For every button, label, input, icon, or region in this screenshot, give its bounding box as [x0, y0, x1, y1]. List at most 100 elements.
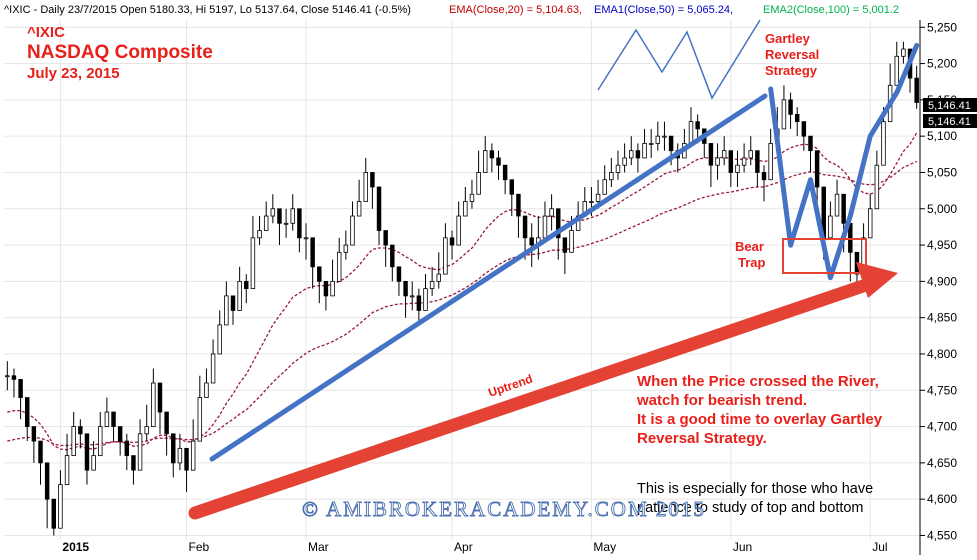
candle-body	[396, 266, 402, 282]
candle-body	[197, 397, 203, 442]
candle	[323, 280, 329, 311]
chart-date: July 23, 2015	[27, 65, 120, 82]
candle	[31, 426, 37, 463]
candle-body	[522, 215, 528, 239]
river-note-4: Reversal Strategy.	[637, 430, 767, 447]
candle	[177, 433, 183, 471]
candle-body	[662, 135, 667, 138]
candle	[350, 201, 355, 246]
candle-body	[635, 150, 641, 159]
candle	[244, 274, 249, 304]
candle	[463, 186, 468, 217]
candle	[828, 201, 833, 239]
candle	[456, 201, 461, 246]
header-symbol: ^IXIC - Daily 23/7/2015 Open 5180.33, Hi…	[4, 4, 411, 16]
candle-body	[151, 382, 156, 427]
candle	[502, 164, 508, 195]
candle	[688, 107, 694, 144]
candle-body	[356, 201, 362, 217]
candle	[5, 361, 10, 391]
candle-body	[257, 230, 262, 239]
gartley-label-2: Reversal	[765, 47, 819, 62]
y-tick-label: 4,900	[927, 274, 957, 288]
candle-body	[131, 455, 136, 471]
candle-body	[841, 193, 846, 224]
uptrend-blue-line	[209, 93, 768, 462]
candle-body	[336, 251, 342, 282]
candle	[489, 143, 495, 173]
candle	[867, 194, 873, 239]
candle-body	[463, 201, 468, 217]
candle	[376, 186, 382, 246]
candle-body	[164, 411, 169, 435]
candle-body	[44, 462, 50, 500]
header-ema50: EMA1(Close,50) = 5,065.24,	[594, 4, 733, 16]
candle	[78, 419, 83, 449]
chart-title: NASDAQ Composite	[27, 42, 213, 63]
uptrend-arrow-shaft	[188, 278, 873, 520]
candle-body	[290, 208, 295, 224]
bear-label-1: Bear	[735, 239, 764, 254]
candle	[768, 128, 773, 181]
candle-body	[230, 295, 236, 311]
candle	[874, 150, 880, 210]
candle	[84, 433, 90, 485]
candle	[343, 230, 349, 260]
patience-note-2: patience to study of top and bottom	[637, 500, 864, 516]
candle-body	[721, 150, 727, 159]
candle	[144, 404, 149, 442]
candle-body	[84, 433, 90, 471]
candle	[781, 85, 787, 130]
candle-body	[728, 150, 734, 173]
y-tick-label: 4,700	[927, 420, 957, 434]
candle-body	[270, 208, 276, 217]
candle	[436, 252, 441, 289]
candle-body	[549, 208, 554, 217]
gartley-schematic-line	[597, 19, 761, 100]
candle-body	[768, 143, 773, 181]
candle-body	[648, 143, 654, 145]
bear-trap-box	[782, 238, 867, 274]
candle-body	[542, 215, 548, 239]
candle-body	[204, 382, 209, 398]
candle	[250, 216, 256, 290]
bear-label-2: Trap	[738, 255, 766, 270]
candle	[721, 136, 727, 166]
candle-body	[190, 440, 196, 471]
candle	[615, 150, 621, 180]
candle	[894, 41, 899, 86]
candle	[542, 201, 548, 239]
candle-body	[914, 77, 919, 103]
y-tick-label: 5,250	[927, 20, 957, 34]
candle	[562, 237, 568, 275]
candle-body	[250, 237, 256, 290]
candle-body	[668, 135, 674, 152]
candle	[449, 230, 455, 260]
candle	[171, 433, 176, 478]
candle	[336, 237, 342, 282]
candle	[682, 128, 687, 159]
candle-body	[330, 280, 335, 297]
candle-body	[609, 172, 614, 181]
candle-body	[642, 143, 647, 159]
candle	[137, 419, 143, 471]
candle-body	[629, 150, 634, 159]
candle	[330, 259, 335, 297]
candle-body	[11, 375, 17, 380]
candles	[5, 41, 919, 536]
candle-body	[569, 230, 574, 253]
ticker-label: ^IXIC	[27, 24, 65, 41]
candle	[38, 440, 43, 485]
candle-body	[808, 135, 813, 152]
candle	[363, 157, 368, 202]
candle	[310, 237, 315, 289]
candle-body	[171, 433, 176, 464]
candle	[157, 382, 163, 434]
candle	[290, 194, 295, 231]
candle	[728, 150, 734, 187]
candle	[11, 368, 17, 398]
candle-body	[761, 172, 767, 181]
x-tick-label: May	[593, 540, 616, 554]
